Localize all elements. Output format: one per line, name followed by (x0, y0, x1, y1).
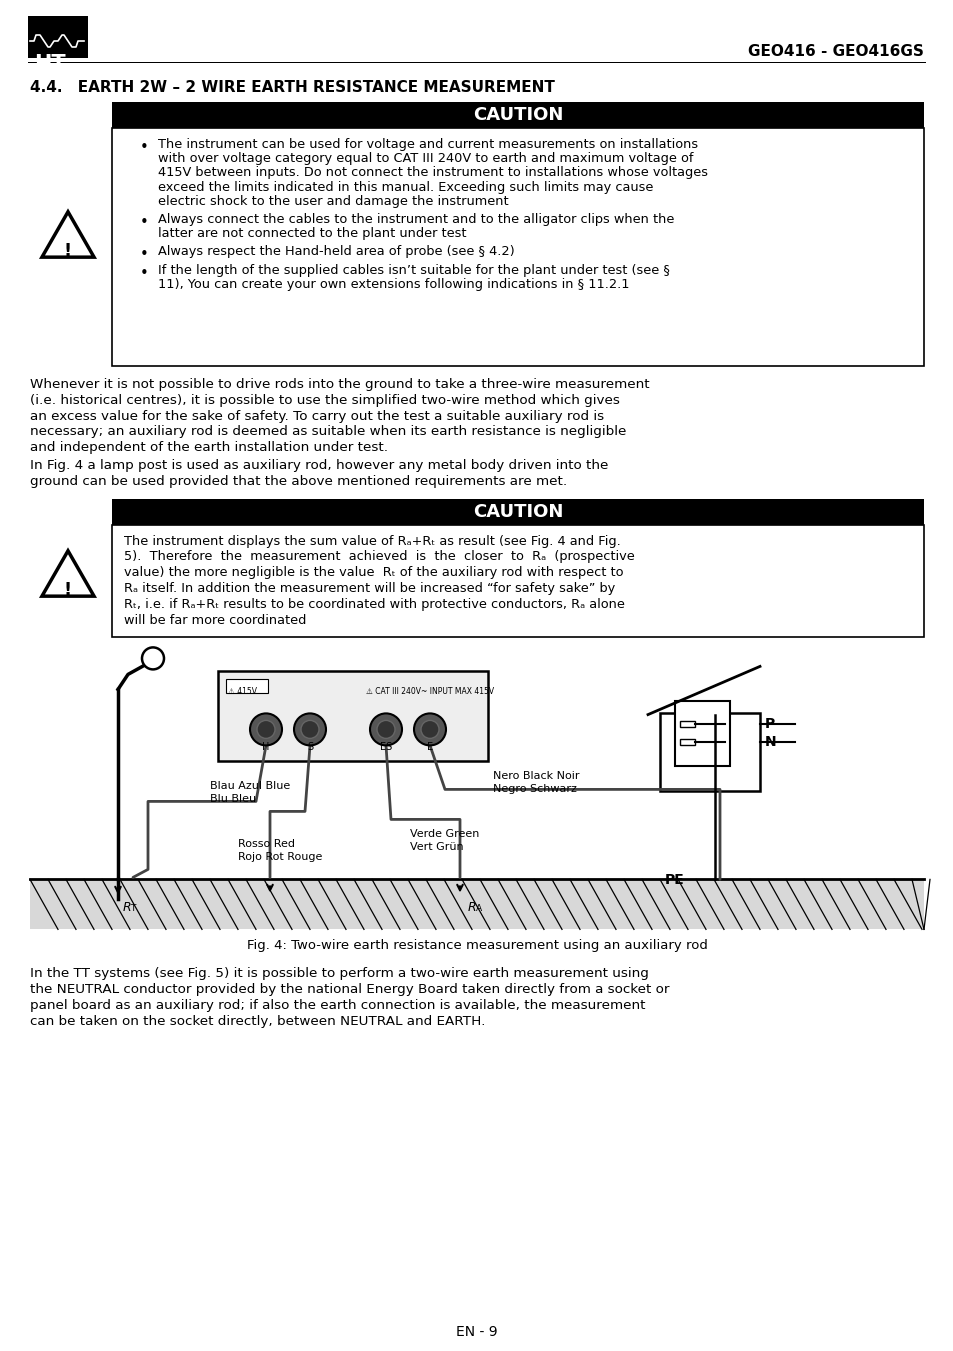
Text: Vert Grün: Vert Grün (410, 843, 463, 852)
Polygon shape (42, 212, 94, 257)
Bar (112, 524, 923, 638)
Text: panel board as an auxiliary rod; if also the earth connection is available, the : panel board as an auxiliary rod; if also… (30, 998, 645, 1012)
Text: S: S (307, 743, 313, 753)
Bar (679, 739, 695, 746)
Text: R: R (123, 901, 132, 915)
Text: HT: HT (34, 54, 66, 74)
Text: 415V between inputs. Do not connect the instrument to installations whose voltag: 415V between inputs. Do not connect the … (158, 166, 707, 180)
Text: Whenever it is not possible to drive rods into the ground to take a three-wire m: Whenever it is not possible to drive rod… (30, 378, 649, 390)
Text: 11), You can create your own extensions following indications in § 11.2.1: 11), You can create your own extensions … (158, 278, 629, 290)
Text: The instrument can be used for voltage and current measurements on installations: The instrument can be used for voltage a… (158, 138, 698, 151)
Text: •: • (140, 266, 149, 281)
Text: an excess value for the sake of safety. To carry out the test a suitable auxilia: an excess value for the sake of safety. … (30, 409, 603, 423)
Text: •: • (140, 215, 149, 230)
Text: E: E (427, 743, 433, 753)
Text: necessary; an auxiliary rod is deemed as suitable when its earth resistance is n: necessary; an auxiliary rod is deemed as… (30, 426, 626, 439)
Text: will be far more coordinated: will be far more coordinated (124, 613, 306, 627)
Text: Always respect the Hand-held area of probe (see § 4.2): Always respect the Hand-held area of pro… (158, 246, 515, 258)
Text: N: N (764, 735, 776, 750)
Circle shape (420, 720, 438, 739)
Text: CAUTION: CAUTION (473, 105, 562, 124)
Text: EN - 9: EN - 9 (456, 1325, 497, 1339)
Bar (28, 62, 925, 63)
Text: •: • (140, 247, 149, 262)
Text: T: T (130, 904, 135, 913)
Text: In the TT systems (see Fig. 5) it is possible to perform a two-wire earth measur: In the TT systems (see Fig. 5) it is pos… (30, 967, 648, 981)
Text: PE: PE (664, 873, 684, 888)
Bar (679, 721, 695, 727)
Text: electric shock to the user and damage the instrument: electric shock to the user and damage th… (158, 195, 508, 208)
Bar (28, 16, 88, 58)
Text: Blau Azul Blue: Blau Azul Blue (210, 781, 290, 792)
Polygon shape (42, 551, 94, 596)
Text: Rₜ, i.e. if Rₐ+Rₜ results to be coordinated with protective conductors, Rₐ alone: Rₜ, i.e. if Rₐ+Rₜ results to be coordina… (124, 597, 624, 611)
Text: In Fig. 4 a lamp post is used as auxiliary rod, however any metal body driven in: In Fig. 4 a lamp post is used as auxilia… (30, 459, 608, 471)
Circle shape (414, 713, 446, 746)
Text: If the length of the supplied cables isn’t suitable for the plant under test (se: If the length of the supplied cables isn… (158, 263, 669, 277)
Text: latter are not connected to the plant under test: latter are not connected to the plant un… (158, 227, 466, 240)
Bar (112, 499, 923, 524)
Text: ES: ES (379, 743, 392, 753)
Circle shape (256, 720, 274, 739)
Text: Negro Schwarz: Negro Schwarz (493, 785, 577, 794)
Text: The instrument displays the sum value of Rₐ+Rₜ as result (see Fig. 4 and Fig.: The instrument displays the sum value of… (124, 535, 620, 547)
Text: ⚠ 415V: ⚠ 415V (228, 688, 256, 696)
Text: Fig. 4: Two-wire earth resistance measurement using an auxiliary rod: Fig. 4: Two-wire earth resistance measur… (246, 939, 707, 952)
Text: Verde Green: Verde Green (410, 830, 478, 839)
Text: A: A (476, 904, 481, 913)
Text: and independent of the earth installation under test.: and independent of the earth installatio… (30, 442, 388, 454)
Text: R: R (468, 901, 476, 915)
Text: ⚠ CAT III 240V~ INPUT MAX 415V: ⚠ CAT III 240V~ INPUT MAX 415V (366, 688, 494, 696)
Text: Rₐ itself. In addition the measurement will be increased “for safety sake” by: Rₐ itself. In addition the measurement w… (124, 582, 615, 594)
Circle shape (142, 647, 164, 669)
Circle shape (294, 713, 326, 746)
Text: !: ! (64, 581, 72, 598)
Text: •: • (140, 141, 149, 155)
Text: GEO416 - GEO416GS: GEO416 - GEO416GS (747, 45, 923, 59)
Circle shape (370, 713, 401, 746)
Bar (112, 101, 923, 128)
Text: P: P (764, 717, 775, 731)
Text: H: H (262, 743, 270, 753)
Text: Always connect the cables to the instrument and to the alligator clips when the: Always connect the cables to the instrum… (158, 213, 674, 226)
Text: Blu Bleu: Blu Bleu (210, 794, 255, 804)
Text: 5).  Therefore  the  measurement  achieved  is  the  closer  to  Rₐ  (prospectiv: 5). Therefore the measurement achieved i… (124, 550, 634, 563)
Bar (112, 128, 923, 366)
Bar (30, 880, 923, 929)
Text: value) the more negligible is the value  Rₜ of the auxiliary rod with respect to: value) the more negligible is the value … (124, 566, 623, 580)
Text: ground can be used provided that the above mentioned requirements are met.: ground can be used provided that the abo… (30, 474, 567, 488)
Text: !: ! (64, 242, 72, 259)
Text: exceed the limits indicated in this manual. Exceeding such limits may cause: exceed the limits indicated in this manu… (158, 181, 653, 193)
Text: Rosso Red: Rosso Red (237, 839, 294, 850)
Text: CAUTION: CAUTION (473, 503, 562, 520)
Circle shape (301, 720, 318, 739)
Circle shape (376, 720, 395, 739)
Text: (i.e. historical centres), it is possible to use the simplified two-wire method : (i.e. historical centres), it is possibl… (30, 393, 619, 407)
Text: 4.4. EARTH 2W – 2 WIRE EARTH RESISTANCE MEASUREMENT: 4.4. EARTH 2W – 2 WIRE EARTH RESISTANCE … (30, 80, 555, 95)
Text: with over voltage category equal to CAT III 240V to earth and maximum voltage of: with over voltage category equal to CAT … (158, 153, 693, 165)
Text: Rojo Rot Rouge: Rojo Rot Rouge (237, 852, 322, 862)
Text: the NEUTRAL conductor provided by the national Energy Board taken directly from : the NEUTRAL conductor provided by the na… (30, 984, 669, 996)
Bar (675, 701, 729, 766)
Text: can be taken on the socket directly, between NEUTRAL and EARTH.: can be taken on the socket directly, bet… (30, 1015, 485, 1028)
Bar (218, 671, 488, 762)
Text: Nero Black Noir: Nero Black Noir (493, 771, 578, 781)
Bar (226, 680, 268, 693)
Bar (659, 713, 760, 792)
Circle shape (250, 713, 282, 746)
